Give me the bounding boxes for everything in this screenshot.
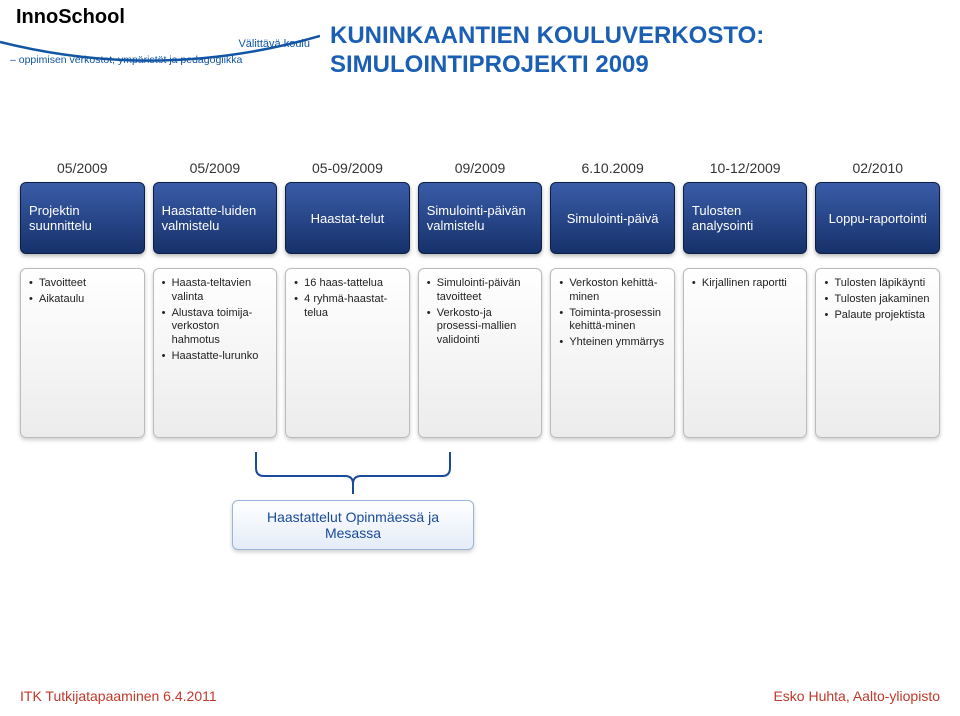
title-line2: SIMULOINTIPROJEKTI 2009 [330, 51, 764, 80]
flow-column: 6.10.2009 Simulointi-päivä Verkoston kehit… [550, 160, 675, 438]
logo-tagline: – oppimisen verkostot, ympäristöt ja ped… [10, 54, 320, 66]
detail-item: Kirjallinen raportti [692, 277, 801, 291]
detail-item: Alustava toimija-verkoston hahmotus [162, 307, 271, 348]
flow-column: 05/2009 Projektin suunnittelu Tavoitteet Ai… [20, 160, 145, 438]
detail-item: Verkosto-ja prosessi-mallien validointi [427, 307, 536, 348]
detail-item: Simulointi-päivän tavoitteet [427, 277, 536, 305]
detail-item: Palaute projektista [824, 309, 933, 323]
phase-box: Projektin suunnittelu [20, 182, 145, 254]
detail-list: Haasta-teltavien valintaAlustava toimija… [162, 277, 271, 364]
detail-box: Haasta-teltavien valintaAlustava toimija… [153, 268, 278, 438]
phase-label: Tulosten analysointi [692, 203, 799, 233]
phase-label: Simulointi-päivä [567, 211, 659, 226]
detail-item: Haastatte-lurunko [162, 350, 271, 364]
phase-box: Haastat-telut [285, 182, 410, 254]
detail-item: Tavoitteet [29, 277, 138, 291]
phase-box: Haastatte-luiden valmistelu [153, 182, 278, 254]
detail-box: Kirjallinen raportti [683, 268, 808, 438]
detail-box: Tavoitteet Aikataulu [20, 268, 145, 438]
logo-region: InnoSchool Välittävä koulu – oppimisen v… [0, 0, 320, 70]
date-label: 05/2009 [57, 160, 108, 176]
phase-label: Simulointi-päivän valmistelu [427, 203, 534, 233]
date-label: 05-09/2009 [312, 160, 383, 176]
detail-item: 4 ryhmä-haastat-telua [294, 293, 403, 321]
detail-box: Tulosten läpikäynti Tulosten jakaminen Pal… [815, 268, 940, 438]
group-label: Haastattelut Opinmäessä ja Mesassa [232, 500, 474, 550]
flow-column: 02/2010 Loppu-raportointi Tulosten läpikäy… [815, 160, 940, 438]
detail-item: Toiminta-prosessin kehittä-minen [559, 307, 668, 335]
detail-list: 16 haas-tattelua 4 ryhmä-haastat-telua [294, 277, 403, 320]
detail-box: 16 haas-tattelua 4 ryhmä-haastat-telua [285, 268, 410, 438]
detail-item: Haasta-teltavien valinta [162, 277, 271, 305]
phase-box: Loppu-raportointi [815, 182, 940, 254]
phase-label: Haastat-telut [311, 211, 385, 226]
detail-list: Simulointi-päivän tavoitteetVerkosto-ja … [427, 277, 536, 348]
phase-box: Tulosten analysointi [683, 182, 808, 254]
detail-item: Tulosten läpikäynti [824, 277, 933, 291]
footer-left: ITK Tutkijatapaaminen 6.4.2011 [20, 688, 217, 704]
logo-brand: InnoSchool [16, 6, 125, 29]
phase-label: Projektin suunnittelu [29, 203, 136, 233]
date-label: 02/2010 [852, 160, 903, 176]
detail-item: Verkoston kehittä-minen [559, 277, 668, 305]
detail-box: Simulointi-päivän tavoitteetVerkosto-ja … [418, 268, 543, 438]
phase-box: Simulointi-päivän valmistelu [418, 182, 543, 254]
logo-subtitle: Välittävä koulu [160, 38, 310, 50]
detail-item: Aikataulu [29, 293, 138, 307]
detail-box: Verkoston kehittä-minenToiminta-prosessi… [550, 268, 675, 438]
phase-label: Loppu-raportointi [829, 211, 927, 226]
title-line1: KUNINKAANTIEN KOULUVERKOSTO: [330, 22, 764, 51]
flow-column: 05-09/2009 Haastat-telut 16 haas-tattelua 4… [285, 160, 410, 438]
date-label: 6.10.2009 [581, 160, 643, 176]
footer-right: Esko Huhta, Aalto-yliopisto [773, 688, 940, 704]
flow-column: 10-12/2009 Tulosten analysointi Kirjalline… [683, 160, 808, 438]
date-label: 05/2009 [190, 160, 241, 176]
flow-container: 05/2009 Projektin suunnittelu Tavoitteet Ai… [20, 160, 940, 438]
phase-box: Simulointi-päivä [550, 182, 675, 254]
page-title: KUNINKAANTIEN KOULUVERKOSTO: SIMULOINTIP… [330, 22, 764, 80]
date-label: 09/2009 [455, 160, 506, 176]
detail-item: Tulosten jakaminen [824, 293, 933, 307]
detail-list: Tavoitteet Aikataulu [29, 277, 138, 307]
detail-item: Yhteinen ymmärrys [559, 336, 668, 350]
detail-item: 16 haas-tattelua [294, 277, 403, 291]
flow-column: 05/2009 Haastatte-luiden valmistelu Haasta… [153, 160, 278, 438]
phase-label: Haastatte-luiden valmistelu [162, 203, 269, 233]
detail-list: Kirjallinen raportti [692, 277, 801, 291]
bracket-icon [250, 448, 456, 498]
detail-list: Tulosten läpikäynti Tulosten jakaminen Pal… [824, 277, 933, 322]
detail-list: Verkoston kehittä-minenToiminta-prosessi… [559, 277, 668, 350]
date-label: 10-12/2009 [710, 160, 781, 176]
flow-column: 09/2009 Simulointi-päivän valmistelu Simul… [418, 160, 543, 438]
